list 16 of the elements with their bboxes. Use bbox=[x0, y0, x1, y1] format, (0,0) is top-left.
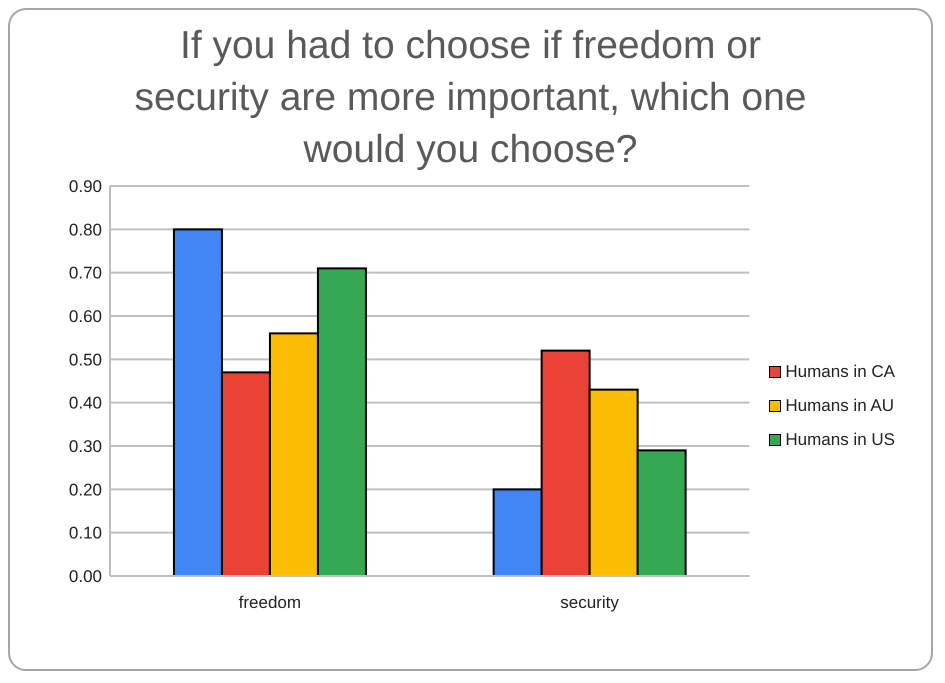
x-tick-label: freedom bbox=[238, 593, 302, 612]
y-tick-label: 0.50 bbox=[68, 350, 102, 370]
y-tick-label: 0.10 bbox=[68, 524, 102, 543]
y-tick-label: 0.20 bbox=[68, 480, 102, 500]
y-tick-label: 0.40 bbox=[68, 394, 102, 413]
y-tick-label: 0.80 bbox=[68, 220, 102, 240]
y-tick-label: 0.00 bbox=[68, 567, 102, 586]
y-tick-label: 0.70 bbox=[68, 264, 102, 283]
chart-title: If you had to choose if freedom or security are more important, which one would you choose? bbox=[134, 23, 808, 173]
legend-label: Humans in AU bbox=[785, 396, 894, 416]
legend-label: Humans in CA bbox=[785, 362, 895, 382]
y-tick-label: 0.30 bbox=[68, 437, 102, 456]
x-tick-label: security bbox=[560, 593, 620, 612]
legend-label: Humans in US bbox=[785, 430, 895, 450]
y-tick-label: 0.60 bbox=[68, 307, 102, 326]
y-tick-label: 0.90 bbox=[68, 177, 102, 196]
